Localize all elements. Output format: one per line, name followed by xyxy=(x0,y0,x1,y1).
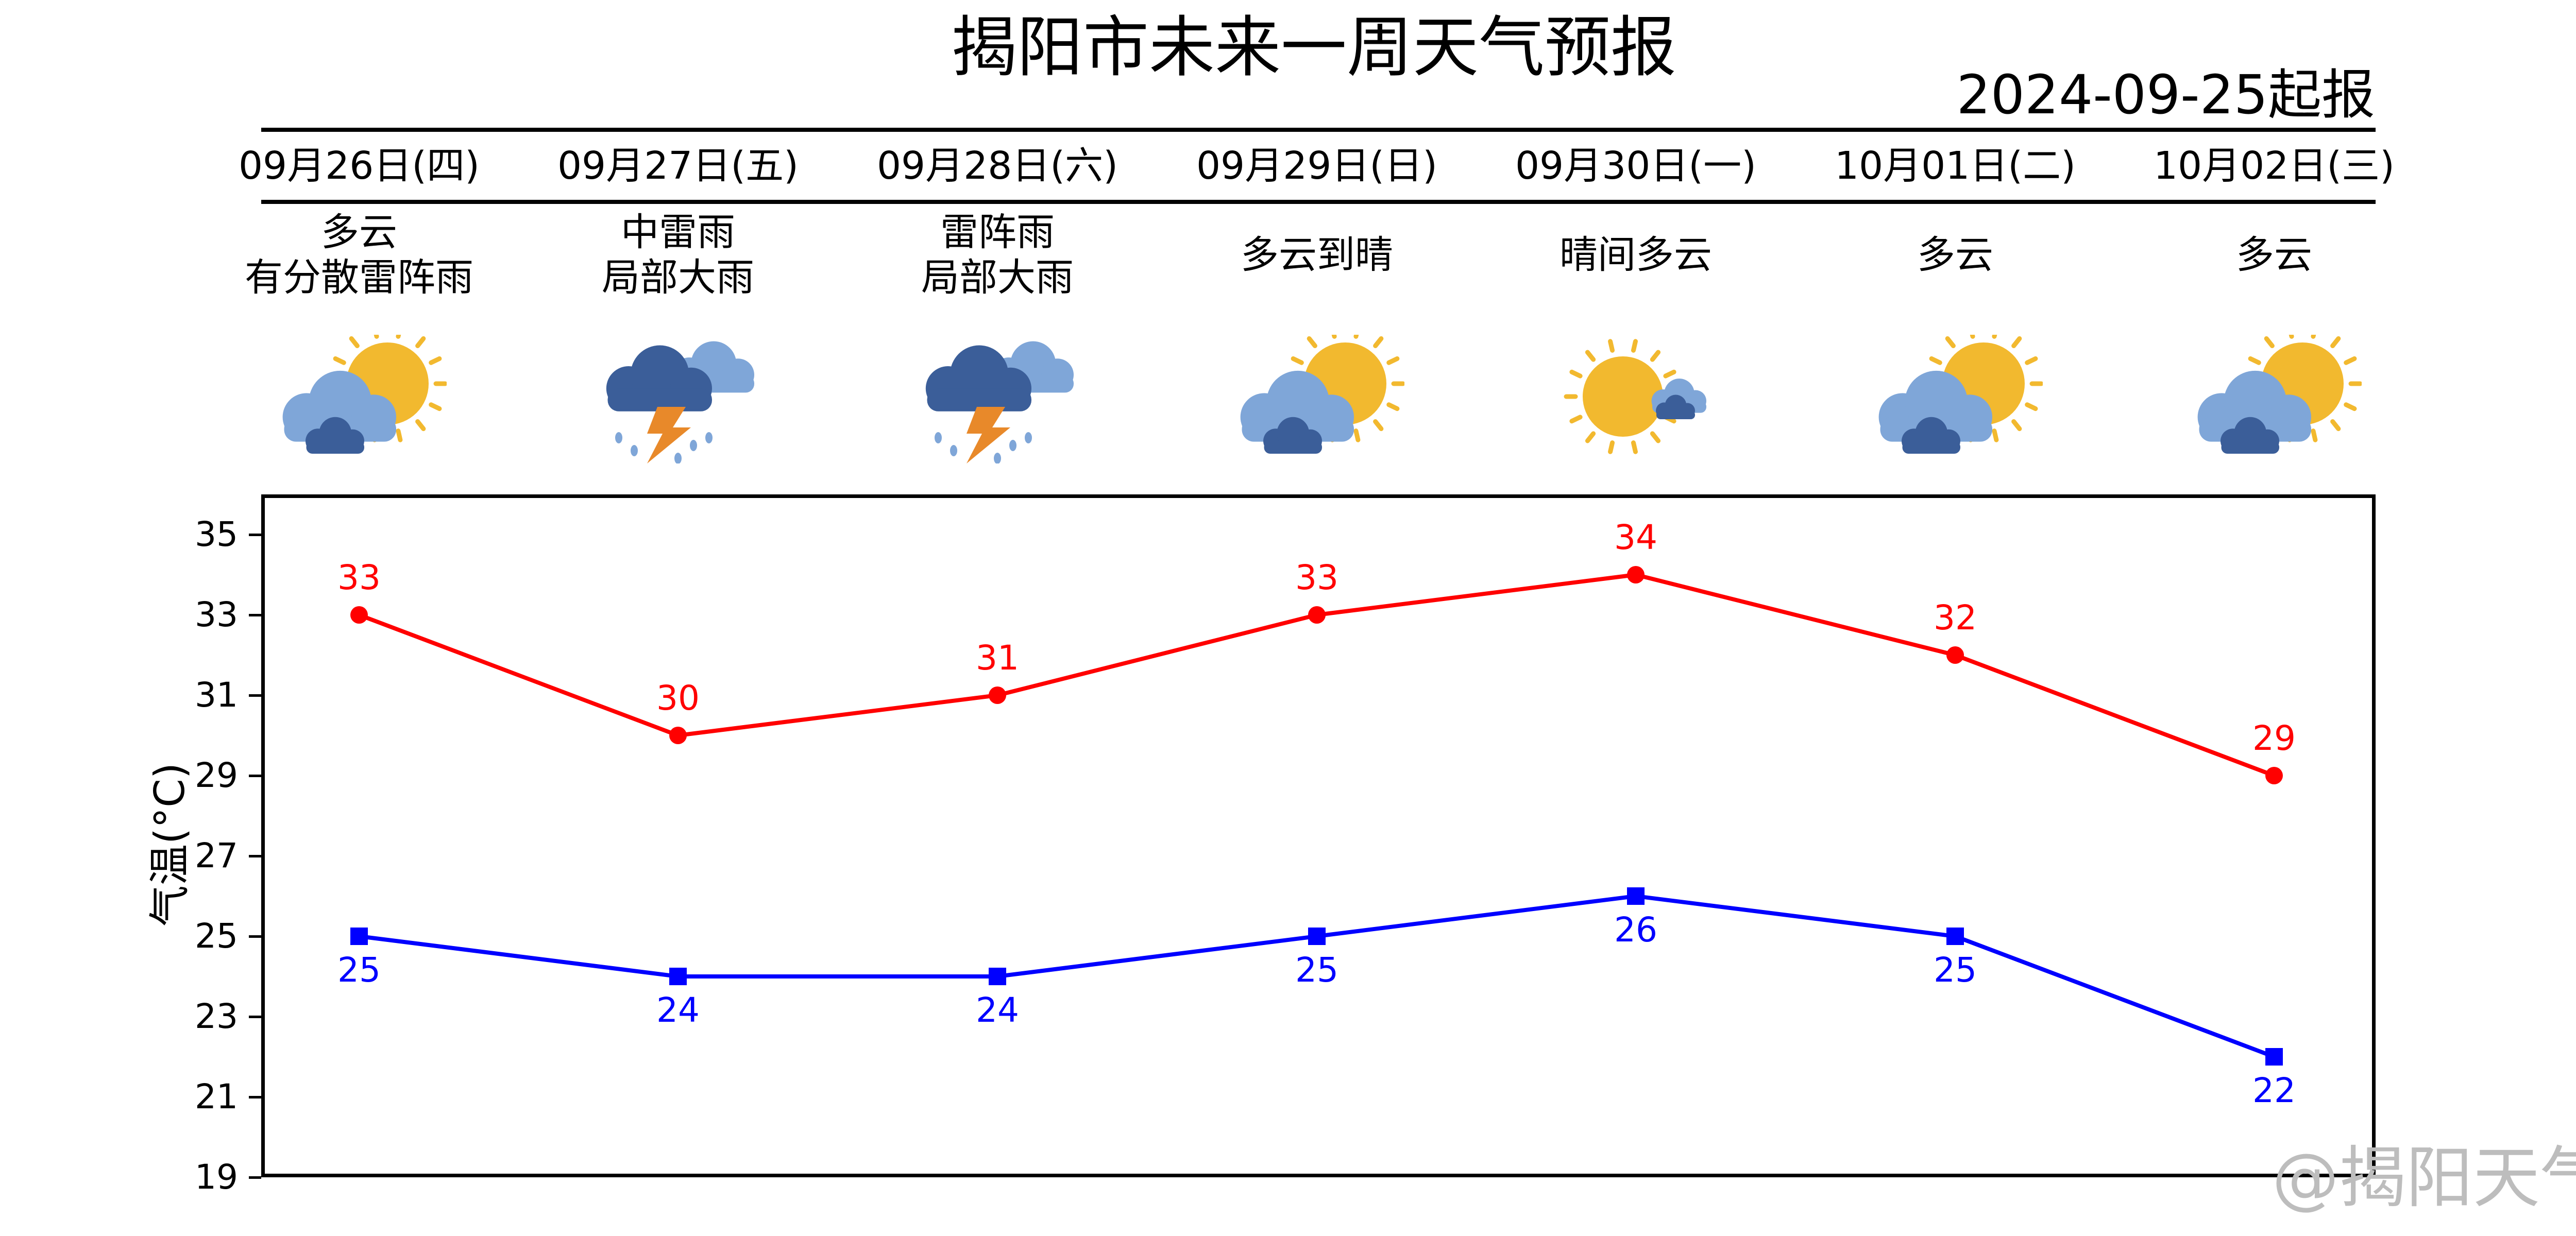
y-tick-label: 29 xyxy=(195,756,238,795)
data-label: 31 xyxy=(976,638,1019,678)
y-tick-label: 23 xyxy=(195,997,238,1036)
day-date: 10月02日(三) xyxy=(2153,144,2395,188)
data-point xyxy=(350,606,368,624)
data-point xyxy=(350,928,368,945)
data-label: 25 xyxy=(337,950,381,990)
day-weather-text: 多云到晴 xyxy=(1241,233,1393,277)
y-tick-label: 25 xyxy=(195,916,238,956)
y-tick-label: 31 xyxy=(195,675,238,715)
data-point xyxy=(2265,767,2283,784)
y-tick-mark xyxy=(249,694,261,697)
day-weather-desc: 多云到晴 xyxy=(1157,206,1477,304)
data-label: 32 xyxy=(1934,598,1977,638)
day-date: 09月28日(六) xyxy=(876,144,1118,188)
data-label: 25 xyxy=(1295,950,1338,990)
day-weather-text: 多云 xyxy=(2236,233,2312,277)
y-tick-label: 33 xyxy=(195,595,238,634)
data-label: 33 xyxy=(337,558,381,597)
data-label: 22 xyxy=(2252,1071,2296,1110)
data-label: 26 xyxy=(1614,910,1657,950)
data-label: 33 xyxy=(1295,558,1338,597)
issue-date: 2024-09-25起报 xyxy=(1956,63,2375,126)
header-top-rule xyxy=(261,128,2376,132)
day-date: 09月26日(四) xyxy=(238,144,480,188)
thunderstorm-icon xyxy=(925,341,1074,464)
data-point xyxy=(1308,928,1326,945)
y-tick-mark xyxy=(249,855,261,857)
partly-cloudy-sun-icon xyxy=(1240,335,1404,454)
partly-cloudy-sun-icon xyxy=(282,335,447,454)
plot-area xyxy=(261,494,2376,1177)
data-point xyxy=(1946,928,1964,945)
data-point xyxy=(2265,1048,2283,1066)
day-weather-desc: 多云 xyxy=(1795,206,2115,304)
sun-behind-small-cloud-icon xyxy=(1564,339,1706,454)
data-point xyxy=(1308,606,1326,624)
day-date: 10月01日(二) xyxy=(1834,144,2076,188)
data-label: 24 xyxy=(656,990,700,1030)
data-label: 29 xyxy=(2252,718,2296,758)
y-tick-mark xyxy=(249,775,261,777)
data-label: 34 xyxy=(1614,518,1657,557)
day-weather-text: 多云 xyxy=(1917,233,1993,277)
watermark: @揭阳天气 xyxy=(2272,1139,2576,1217)
day-weather-text: 雷阵雨 局部大雨 xyxy=(921,210,1074,300)
day-weather-text: 晴间多云 xyxy=(1560,233,1712,277)
data-point xyxy=(669,968,687,985)
data-point xyxy=(989,968,1006,985)
day-weather-desc: 多云 有分散雷阵雨 xyxy=(199,206,519,304)
data-label: 24 xyxy=(976,990,1019,1030)
y-tick-label: 21 xyxy=(195,1077,238,1117)
data-label: 25 xyxy=(1934,950,1977,990)
data-point xyxy=(1627,887,1645,905)
y-tick-mark xyxy=(249,534,261,536)
day-date: 09月27日(五) xyxy=(557,144,799,188)
day-date: 09月29日(日) xyxy=(1196,144,1438,188)
y-tick-label: 35 xyxy=(195,514,238,554)
day-weather-desc: 多云 xyxy=(2114,206,2434,304)
y-tick-mark xyxy=(249,935,261,938)
day-weather-text: 多云 有分散雷阵雨 xyxy=(245,210,473,300)
y-tick-mark xyxy=(249,1176,261,1179)
chart-title: 揭阳市未来一周天气预报 xyxy=(951,9,1676,86)
data-label: 30 xyxy=(656,678,700,718)
day-weather-text: 中雷雨 局部大雨 xyxy=(602,210,754,300)
y-tick-label: 19 xyxy=(195,1157,238,1197)
day-weather-desc: 中雷雨 局部大雨 xyxy=(518,206,838,304)
y-tick-mark xyxy=(249,614,261,616)
data-point xyxy=(1627,566,1645,583)
day-date: 09月30日(一) xyxy=(1515,144,1757,188)
header-bottom-rule xyxy=(261,200,2376,204)
day-weather-desc: 雷阵雨 局部大雨 xyxy=(838,206,1157,304)
y-tick-label: 27 xyxy=(195,836,238,876)
data-point xyxy=(989,686,1006,704)
partly-cloudy-sun-icon xyxy=(1878,335,2043,454)
series-line-high xyxy=(358,572,2275,778)
data-point xyxy=(1946,646,1964,664)
data-point xyxy=(669,727,687,744)
y-tick-mark xyxy=(249,1096,261,1098)
partly-cloudy-sun-icon xyxy=(2197,335,2362,454)
day-weather-desc: 晴间多云 xyxy=(1476,206,1795,304)
y-tick-mark xyxy=(249,1016,261,1018)
thunderstorm-icon xyxy=(606,341,754,464)
